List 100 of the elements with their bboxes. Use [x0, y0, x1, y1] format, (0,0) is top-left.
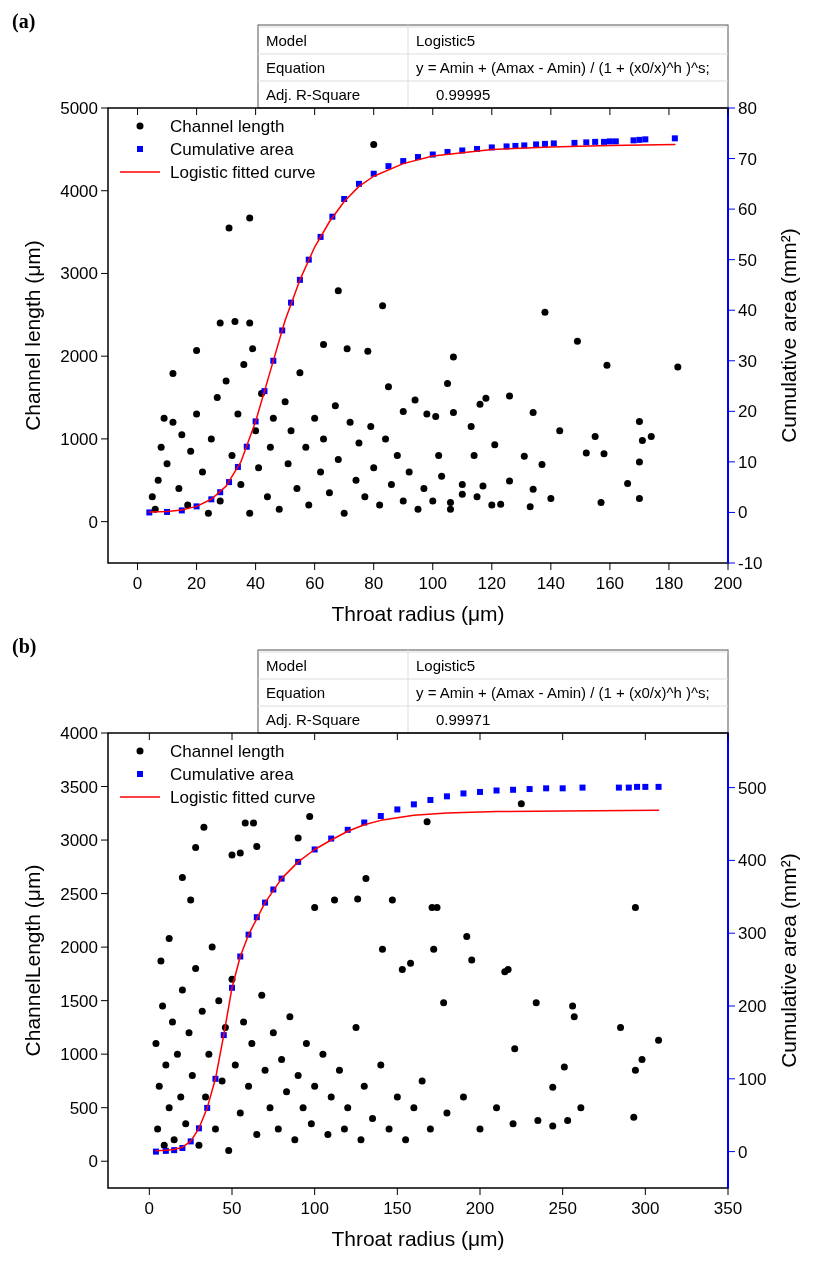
point: [625, 784, 632, 791]
y-tick-label: 1500: [60, 991, 98, 1011]
x-axis-title: Throat radius (μm): [331, 1227, 505, 1250]
x-tick-label: 150: [383, 1199, 412, 1218]
point: [510, 786, 517, 793]
point: [477, 788, 483, 795]
x-tick-label: 120: [477, 574, 506, 593]
text: Logistic5: [416, 657, 476, 674]
point: [612, 138, 619, 145]
y2-tick-label: 10: [738, 452, 757, 472]
x-tick-label: 100: [418, 574, 447, 593]
y-tick-label: 1000: [60, 429, 98, 449]
x-tick-label: 100: [300, 1199, 329, 1218]
point: [550, 140, 557, 147]
x-tick-label: 0: [144, 1199, 155, 1218]
point: [385, 163, 392, 170]
y2-tick-label: 200: [738, 997, 767, 1016]
point: [410, 801, 417, 808]
x-tick-label: 160: [595, 574, 625, 593]
point: [655, 783, 662, 790]
chart-title: (b): [12, 635, 37, 658]
chart-title: (a): [12, 10, 36, 33]
y-tick-label: 3500: [60, 777, 98, 797]
point: [642, 136, 649, 143]
y2-tick-label: 50: [738, 250, 757, 270]
text: Equation: [266, 684, 326, 701]
legend-label: Channel length: [170, 742, 285, 761]
y2-axis-title: Cumulative area (mm²): [777, 228, 800, 443]
point: [642, 783, 649, 790]
y-tick-label: 500: [69, 1098, 98, 1118]
y2-tick-label: 100: [738, 1069, 767, 1089]
x-tick-label: 0: [132, 574, 143, 593]
text: Model: [266, 657, 307, 674]
x-tick-label: 300: [631, 1199, 660, 1218]
y2-tick-label: 300: [738, 924, 767, 944]
point: [601, 138, 607, 145]
y-axis-title: ChannelLength (μm): [21, 864, 44, 1057]
point: [636, 136, 643, 143]
point: [579, 784, 586, 791]
text: Logistic5: [416, 32, 476, 49]
legend-label: Logistic fitted curve: [170, 788, 316, 807]
y2-tick-label: 70: [738, 149, 757, 169]
text: Equation: [266, 59, 326, 76]
text: Adj. R-Square: [266, 86, 361, 103]
text: 0.99995: [436, 86, 491, 103]
x-tick-label: 50: [222, 1199, 242, 1218]
point: [377, 812, 384, 819]
point: [559, 785, 566, 792]
x-axis-title: Throat radius (μm): [331, 602, 505, 625]
y-tick-label: 1000: [60, 1045, 98, 1065]
legend-label: Cumulative area: [170, 765, 295, 784]
point: [394, 806, 401, 813]
y2-tick-label: 0: [738, 503, 748, 523]
y2-tick-label: 500: [738, 778, 767, 798]
x-tick-label: 60: [305, 574, 325, 593]
y2-axis-title: Cumulative area (mm²): [777, 853, 800, 1068]
point: [460, 790, 467, 797]
y2-tick-label: 20: [738, 402, 757, 422]
x-tick-label: 200: [713, 574, 743, 593]
y2-tick-label: 400: [738, 851, 767, 871]
point: [543, 785, 550, 792]
point: [493, 787, 500, 794]
y-tick-label: 3000: [60, 264, 98, 284]
y-tick-label: 2000: [60, 938, 98, 958]
x-tick-label: 40: [246, 574, 266, 593]
point: [634, 783, 641, 790]
x-tick-label: 200: [465, 1199, 495, 1218]
text: y = Amin + (Amax - Amin) / (1 + (x0/x)^h )^s;: [416, 59, 710, 76]
y2-tick-label: 30: [738, 351, 757, 371]
x-tick-label: 80: [364, 574, 384, 593]
y-axis-title: Channel length (μm): [21, 240, 44, 431]
y2-tick-label: 40: [738, 301, 757, 321]
point: [592, 138, 599, 145]
text: y = Amin + (Amax - Amin) / (1 + (x0/x)^h )^s;: [416, 684, 710, 701]
y2-tick-label: 80: [738, 99, 757, 118]
x-tick-label: 350: [713, 1199, 743, 1218]
y-tick-label: 2000: [60, 347, 98, 367]
point: [443, 793, 450, 800]
legend-label: Logistic fitted curve: [170, 163, 316, 182]
point: [615, 784, 622, 791]
y-tick-label: 0: [88, 1152, 98, 1172]
y-tick-label: 2500: [60, 884, 98, 904]
y-tick-label: 4000: [60, 181, 98, 201]
legend-label: Channel length: [170, 117, 285, 136]
text: 0.99971: [436, 711, 491, 728]
text: Adj. R-Square: [266, 711, 361, 728]
point: [583, 139, 590, 146]
point: [526, 786, 533, 793]
y2-tick-label: -10: [738, 554, 763, 573]
point: [671, 135, 678, 142]
y-tick-label: 3000: [60, 831, 98, 851]
text: Model: [266, 32, 307, 49]
point: [606, 138, 613, 145]
point: [533, 141, 540, 148]
y-tick-label: 4000: [60, 724, 98, 743]
legend-label: Cumulative area: [170, 140, 295, 159]
y2-tick-label: 0: [738, 1142, 748, 1162]
x-tick-label: 20: [187, 574, 207, 593]
x-tick-label: 250: [548, 1199, 577, 1218]
x-tick-label: 180: [654, 574, 684, 593]
